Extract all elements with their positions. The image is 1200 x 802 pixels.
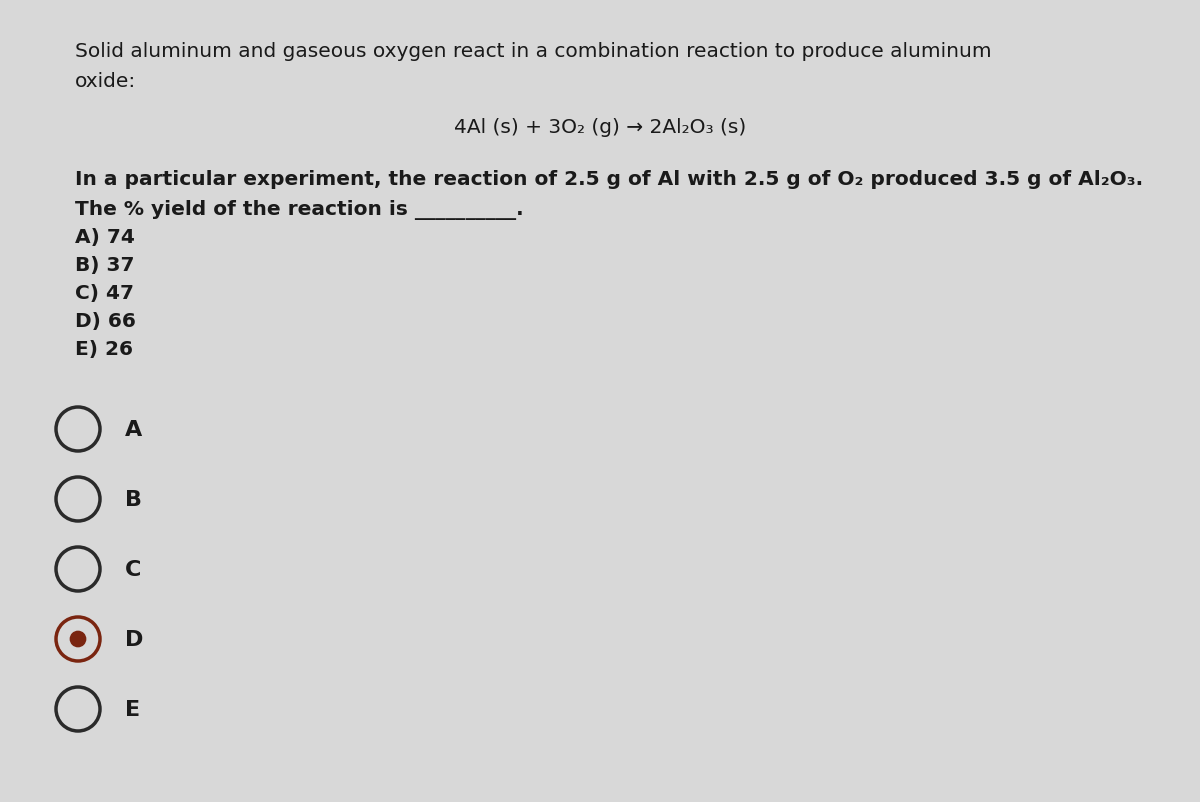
Text: In a particular experiment, the reaction of 2.5 g of Al with 2.5 g of O₂ produce: In a particular experiment, the reaction…: [76, 170, 1144, 188]
Circle shape: [70, 631, 86, 647]
Text: B: B: [125, 489, 142, 509]
Text: 4Al (s) + 3O₂ (g) → 2Al₂O₃ (s): 4Al (s) + 3O₂ (g) → 2Al₂O₃ (s): [454, 118, 746, 137]
Text: C: C: [125, 559, 142, 579]
Text: B) 37: B) 37: [76, 256, 134, 274]
Text: A: A: [125, 419, 143, 439]
Text: D: D: [125, 630, 143, 649]
Text: C) 47: C) 47: [76, 284, 134, 302]
Text: E) 26: E) 26: [76, 339, 133, 358]
Circle shape: [62, 623, 94, 655]
Text: oxide:: oxide:: [76, 72, 137, 91]
Text: E: E: [125, 699, 140, 719]
Text: A) 74: A) 74: [76, 228, 134, 247]
Text: Solid aluminum and gaseous oxygen react in a combination reaction to produce alu: Solid aluminum and gaseous oxygen react …: [76, 42, 991, 61]
Text: D) 66: D) 66: [76, 312, 136, 330]
Text: The % yield of the reaction is __________.: The % yield of the reaction is _________…: [76, 200, 523, 220]
